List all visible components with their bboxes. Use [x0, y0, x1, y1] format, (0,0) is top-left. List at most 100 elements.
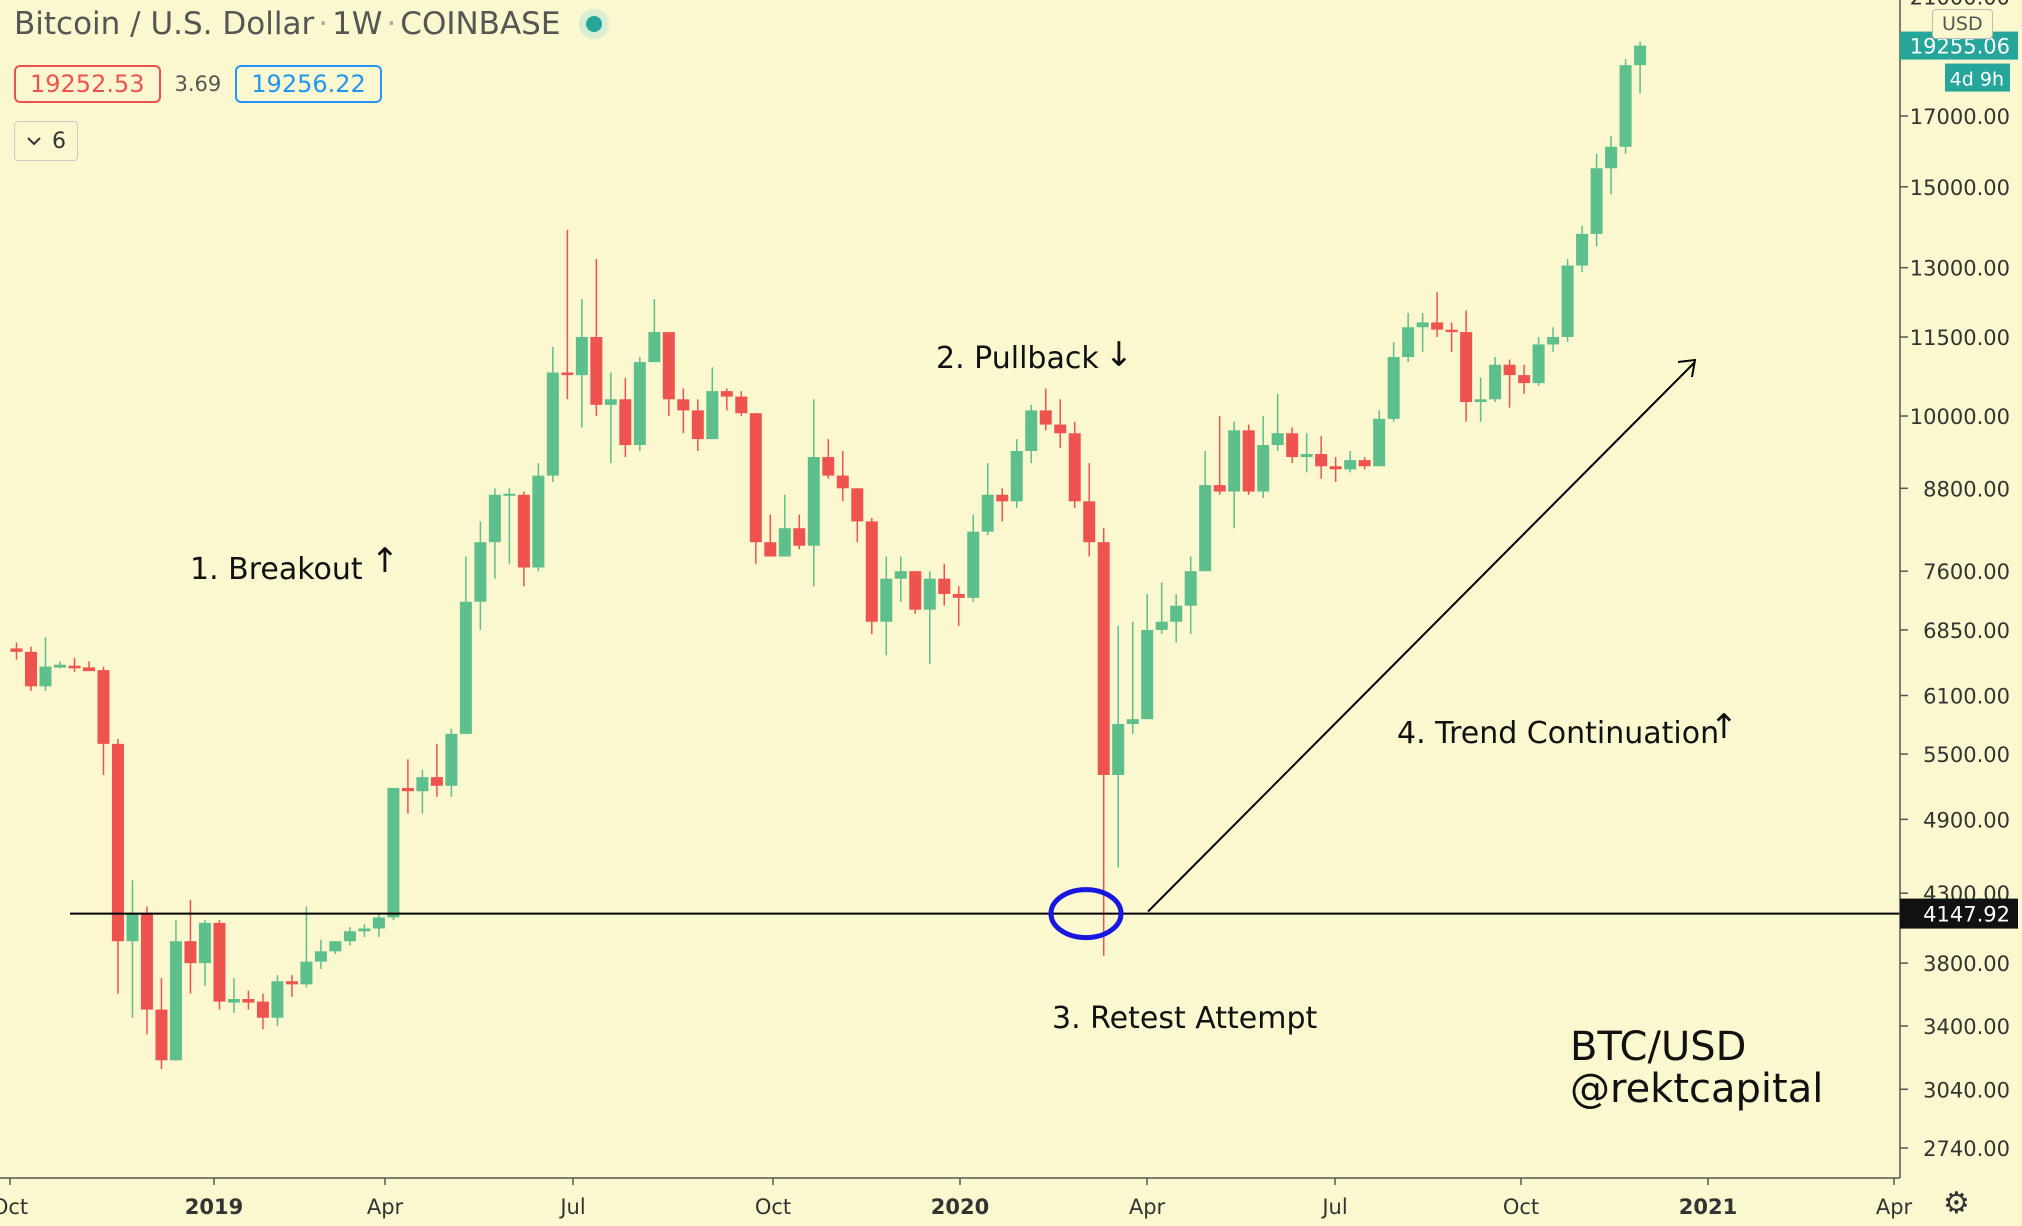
candle-down[interactable] [590, 259, 603, 417]
candle-down[interactable] [1358, 457, 1371, 470]
candle-down[interactable] [242, 990, 255, 1010]
candle-up[interactable] [923, 571, 936, 664]
exchange-label[interactable]: COINBASE [400, 6, 561, 42]
candle-down[interactable] [1503, 359, 1516, 408]
candle-down[interactable] [1460, 310, 1473, 422]
candle-up[interactable] [227, 978, 240, 1013]
candle-down[interactable] [561, 229, 574, 400]
candle-up[interactable] [1561, 259, 1574, 342]
candle-down[interactable] [24, 646, 37, 691]
candle-down[interactable] [764, 514, 777, 557]
candle-down[interactable] [1329, 457, 1342, 482]
candle-up[interactable] [1155, 582, 1168, 635]
candle-up[interactable] [126, 880, 139, 1018]
candle-up[interactable] [1010, 439, 1023, 508]
trend-arrow-line[interactable] [1147, 361, 1696, 913]
candle-up[interactable] [169, 920, 182, 1061]
candle-up[interactable] [1257, 416, 1270, 499]
candle-down[interactable] [952, 586, 965, 626]
candle-down[interactable] [68, 657, 81, 672]
candle-up[interactable] [1416, 312, 1429, 352]
candle-down[interactable] [97, 666, 110, 775]
candle-up[interactable] [314, 939, 327, 970]
candle-down[interactable] [82, 661, 95, 672]
candle-up[interactable] [1619, 59, 1632, 154]
candle-up[interactable] [1141, 593, 1154, 720]
candle-down[interactable] [735, 391, 748, 417]
candle-down[interactable] [1097, 528, 1110, 956]
candle-up[interactable] [1402, 312, 1415, 363]
candle-up[interactable] [1605, 136, 1618, 195]
candle-down[interactable] [822, 439, 835, 479]
candle-up[interactable] [459, 556, 472, 734]
candle-up[interactable] [1547, 327, 1560, 352]
buy-price-button[interactable]: 19256.22 [235, 65, 382, 103]
candle-down[interactable] [865, 517, 878, 635]
candle-down[interactable] [1213, 416, 1226, 495]
candle-up[interactable] [575, 298, 588, 428]
candle-up[interactable] [1634, 41, 1647, 94]
candle-up[interactable] [503, 488, 516, 564]
candle-down[interactable] [256, 993, 269, 1030]
sell-price-button[interactable]: 19252.53 [14, 65, 161, 103]
candle-up[interactable] [1373, 410, 1386, 467]
candle-up[interactable] [1590, 153, 1603, 247]
symbol-name[interactable]: Bitcoin / U.S. Dollar [14, 6, 315, 42]
candle-up[interactable] [981, 463, 994, 536]
candle-down[interactable] [1068, 421, 1081, 508]
candle-down[interactable] [996, 488, 1009, 522]
candle-up[interactable] [1126, 621, 1139, 734]
indicators-toggle-button[interactable]: 6 [14, 121, 78, 161]
gear-icon[interactable]: ⚙ [1943, 1186, 1970, 1221]
candle-down[interactable] [851, 488, 864, 543]
candle-down[interactable] [285, 975, 298, 997]
candle-down[interactable] [1286, 427, 1299, 464]
candle-up[interactable] [1199, 451, 1212, 572]
candle-up[interactable] [1112, 625, 1125, 868]
symbol-title[interactable]: Bitcoin / U.S. Dollar · 1W · COINBASE [14, 6, 560, 42]
candle-up[interactable] [1576, 225, 1589, 273]
candle-up[interactable] [1184, 556, 1197, 635]
candle-up[interactable] [1170, 593, 1183, 643]
currency-button[interactable]: USD [1932, 9, 1993, 39]
candle-down[interactable] [1431, 292, 1444, 338]
candle-down[interactable] [749, 413, 762, 564]
candle-up[interactable] [488, 488, 501, 579]
candle-up[interactable] [807, 399, 820, 587]
candle-up[interactable] [372, 914, 385, 937]
candle-down[interactable] [1518, 364, 1531, 394]
candle-down[interactable] [677, 388, 690, 434]
candle-down[interactable] [909, 571, 922, 614]
candle-up[interactable] [300, 906, 313, 988]
candle-down[interactable] [1039, 388, 1052, 431]
candle-up[interactable] [633, 357, 646, 452]
candle-up[interactable] [358, 924, 371, 937]
candle-up[interactable] [198, 920, 211, 986]
candle-up[interactable] [532, 463, 545, 572]
candle-up[interactable] [706, 367, 719, 440]
candle-down[interactable] [1083, 463, 1096, 557]
candle-up[interactable] [416, 769, 429, 814]
candle-down[interactable] [140, 906, 153, 1035]
candle-down[interactable] [213, 920, 226, 1010]
candle-up[interactable] [778, 494, 791, 557]
candle-up[interactable] [343, 927, 356, 946]
candle-down[interactable] [662, 332, 675, 417]
candle-down[interactable] [836, 451, 849, 502]
candle-down[interactable] [1054, 399, 1067, 449]
candle-up[interactable] [1025, 404, 1038, 464]
candle-up[interactable] [1387, 341, 1400, 422]
candle-down[interactable] [430, 743, 443, 797]
candle-down[interactable] [691, 399, 704, 452]
candle-down[interactable] [10, 642, 23, 660]
candle-up[interactable] [894, 556, 907, 602]
candle-up[interactable] [1489, 357, 1502, 403]
candle-down[interactable] [938, 563, 951, 606]
candle-down[interactable] [517, 491, 530, 587]
candle-up[interactable] [271, 975, 284, 1026]
candle-up[interactable] [387, 787, 400, 921]
candle-down[interactable] [111, 738, 124, 994]
candle-down[interactable] [184, 899, 197, 994]
candle-up[interactable] [1228, 421, 1241, 529]
